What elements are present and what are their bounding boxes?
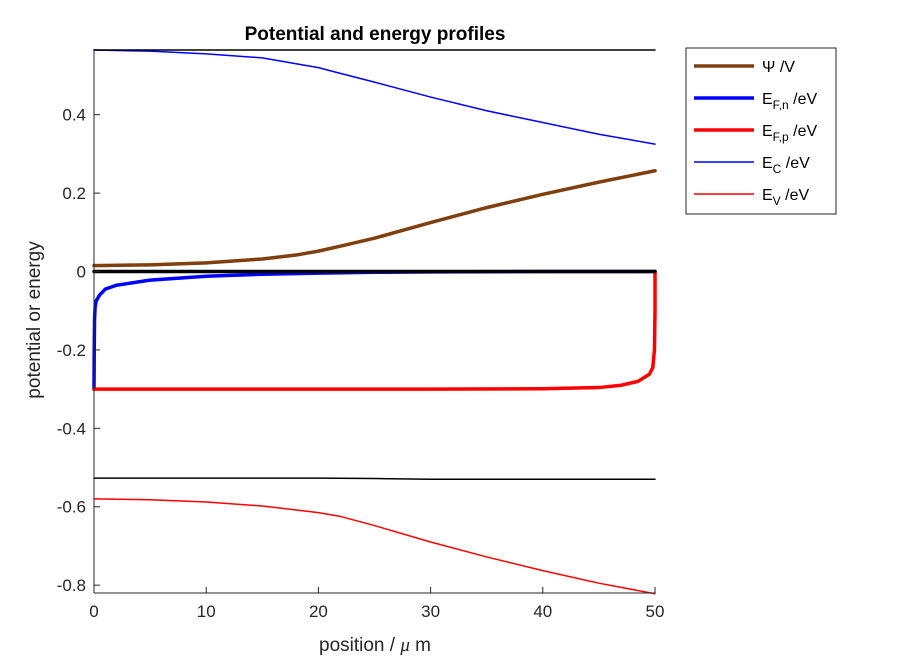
y-tick-label: -0.8 bbox=[57, 576, 86, 595]
y-tick-label: 0 bbox=[77, 263, 86, 282]
x-ticks: 0 10 20 30 40 50 bbox=[89, 587, 664, 621]
series-line-low bbox=[93, 477, 656, 481]
series-line-efn bbox=[92, 269, 657, 391]
axes bbox=[93, 50, 655, 594]
y-tick-label: 0.2 bbox=[62, 184, 86, 203]
x-tick-label: 20 bbox=[309, 602, 328, 621]
legend-label: EC /eV bbox=[762, 155, 810, 176]
chart-title: Potential and energy profiles bbox=[245, 24, 506, 45]
x-axis-label: position / μ m bbox=[319, 635, 431, 656]
y-tick-label: -0.2 bbox=[57, 341, 86, 360]
y-tick-label: 0.4 bbox=[62, 106, 86, 125]
legend-box bbox=[685, 47, 837, 215]
x-tick-label: 40 bbox=[533, 602, 552, 621]
legend-items: Ψ /V EF,n /eV EF,p /eV EC /eV EV /eV bbox=[694, 59, 817, 208]
plot-lines bbox=[92, 49, 657, 595]
x-tick-label: 0 bbox=[89, 602, 98, 621]
y-ticks: -0.8 -0.6 -0.4 -0.2 0 0.2 0.4 bbox=[57, 106, 100, 595]
legend-label: EF,n /eV bbox=[762, 91, 817, 112]
y-tick-label: -0.4 bbox=[57, 419, 86, 438]
legend: Ψ /V EF,n /eV EF,p /eV EC /eV EV /eV bbox=[685, 47, 837, 215]
x-tick-label: 30 bbox=[421, 602, 440, 621]
series-line-ev bbox=[93, 498, 656, 595]
legend-label: Ψ /V bbox=[762, 59, 795, 76]
series-line-ec bbox=[93, 49, 656, 145]
legend-label: EF,p /eV bbox=[762, 123, 817, 144]
y-axis-label: potential or energy bbox=[24, 241, 45, 399]
series-line-psi bbox=[92, 169, 657, 268]
x-tick-label: 10 bbox=[197, 602, 216, 621]
x-tick-label: 50 bbox=[646, 602, 665, 621]
y-tick-label: -0.6 bbox=[57, 498, 86, 517]
legend-label: EV /eV bbox=[762, 187, 809, 208]
series-line-efp bbox=[92, 269, 657, 391]
